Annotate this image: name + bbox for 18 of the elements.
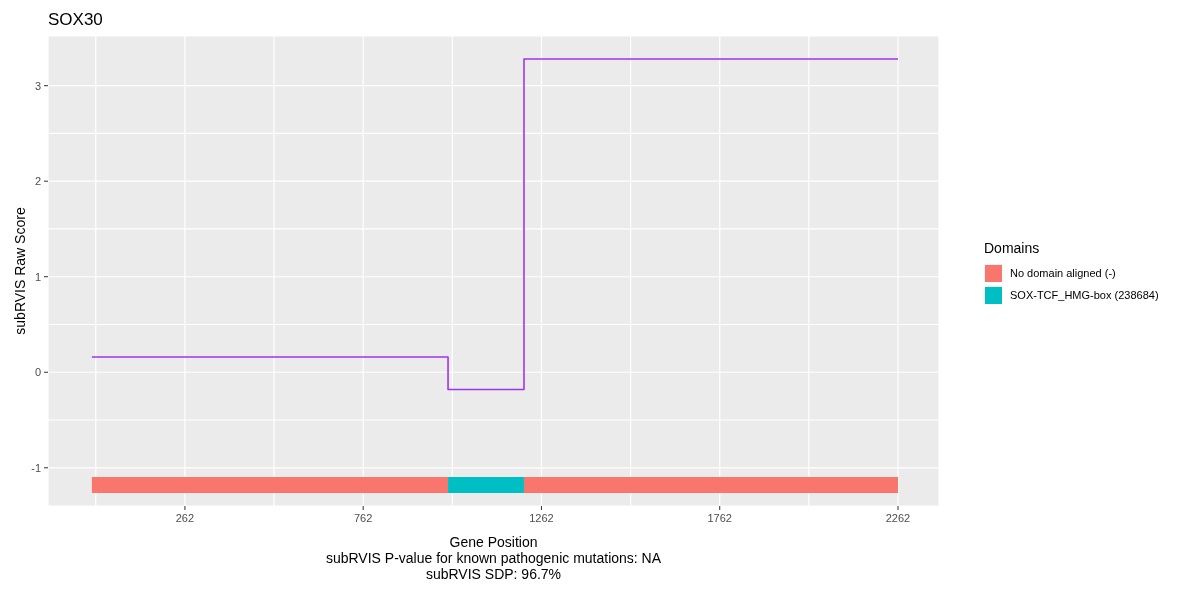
text: subRVIS P-value for known pathogenic mutations: NA [324, 550, 663, 566]
legend-label: SOX-TCF_HMG-box (238684) [1010, 289, 1159, 301]
x-tick-label: 262 [175, 512, 195, 524]
legend-title: Domains [984, 240, 1041, 256]
y-tick-label: 2 [34, 175, 41, 188]
legend-label: No domain aligned (-) [1010, 267, 1116, 279]
x-tick-label: 1262 [529, 512, 554, 524]
text: subRVIS SDP: 96.7% [424, 566, 563, 582]
y-tick-label: 0 [34, 366, 41, 379]
x-tick-label: 762 [354, 512, 373, 524]
y-tick-label: 3 [34, 79, 41, 92]
x-tick-label: 2262 [885, 512, 911, 524]
y-tick-label: 1 [34, 270, 41, 283]
x-axis-title: Gene Position [448, 534, 539, 550]
y-tick-label: -1 [31, 461, 41, 474]
chart-title: SOX30 [48, 10, 103, 30]
y-axis-title: subRVIS Raw Score [11, 207, 28, 335]
x-tick-label: 1762 [707, 512, 732, 524]
